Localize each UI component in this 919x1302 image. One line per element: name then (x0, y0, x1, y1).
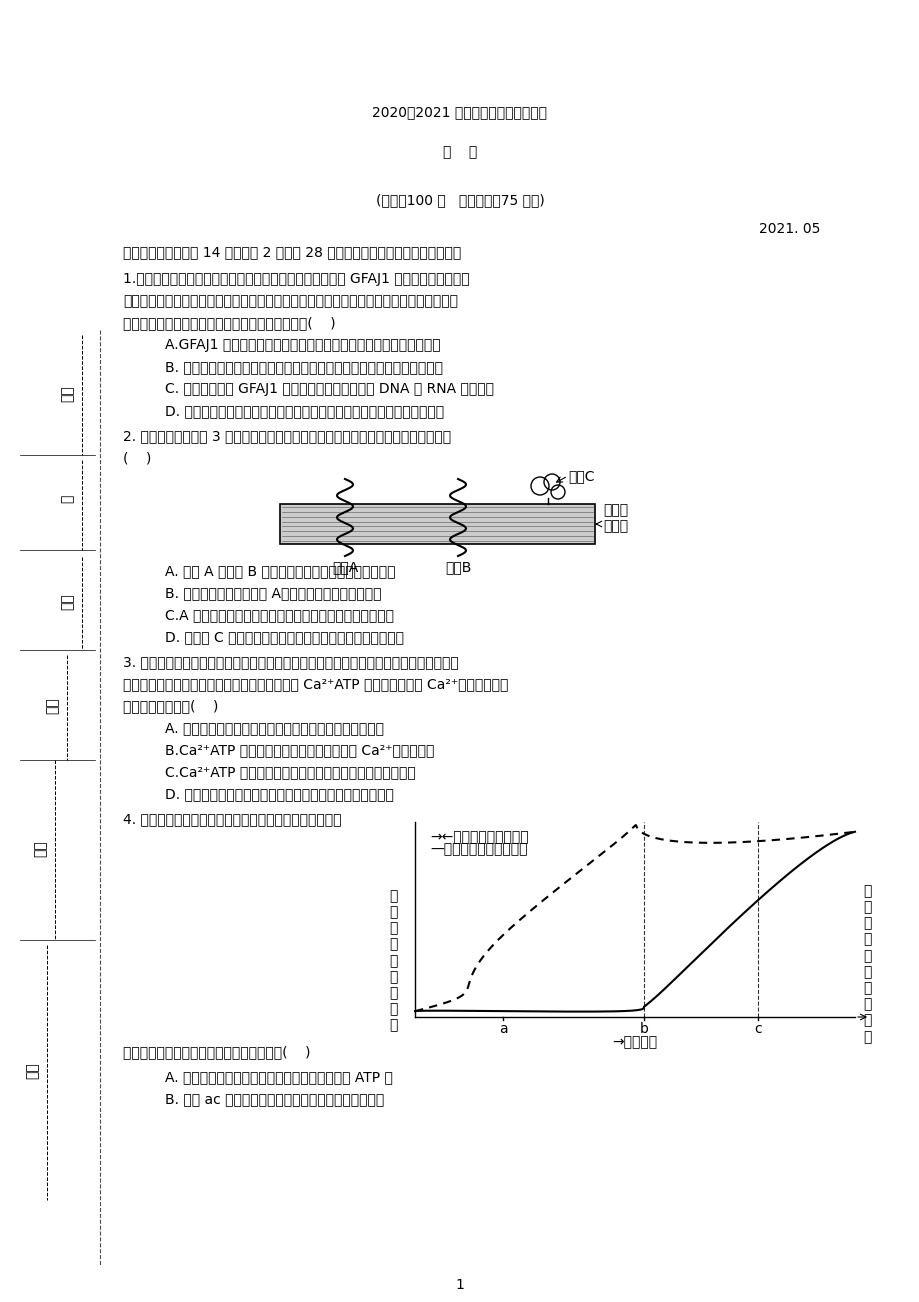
Text: 一、单项选择题：共 14 题，每题 2 分，共 28 分。每题只有一个选项最符合题意。: 一、单项选择题：共 14 题，每题 2 分，共 28 分。每题只有一个选项最符合… (123, 245, 460, 259)
Text: 姓名: 姓名 (60, 592, 74, 609)
Text: c: c (754, 1022, 761, 1036)
Text: C.A 蛋白在核糖体上合成，需要经过内质网、高尔基体加工: C.A 蛋白在核糖体上合成，需要经过内质网、高尔基体加工 (165, 608, 393, 622)
Text: —血液中乳酸含量相对值: —血液中乳酸含量相对值 (429, 842, 527, 855)
Text: 蛋白C: 蛋白C (567, 469, 594, 483)
Text: C.Ca²⁺ATP 酶在运输钙离子的过程中会发生空间结构的变化: C.Ca²⁺ATP 酶在运输钙离子的过程中会发生空间结构的变化 (165, 766, 415, 779)
Text: 氧
气
消
耗
速
率
相
对
值: 氧 气 消 耗 速 率 相 对 值 (389, 889, 397, 1032)
Text: 2. 下图表示细胞膜上 3 种膜蛋白与磷脂双分子层之间的位置关系。下列叙述正确的是: 2. 下图表示细胞膜上 3 种膜蛋白与磷脂双分子层之间的位置关系。下列叙述正确的… (123, 428, 450, 443)
Text: B.Ca²⁺ATP 酶以主动运输方式将细胞质中的 Ca²⁺运回肌浆网: B.Ca²⁺ATP 酶以主动运输方式将细胞质中的 Ca²⁺运回肌浆网 (165, 743, 434, 756)
Text: 蛋白B: 蛋白B (444, 560, 471, 574)
Text: B. 整个 ac 运动阶段，产生的二氧化碳全部来自线粒体: B. 整个 ac 运动阶段，产生的二氧化碳全部来自线粒体 (165, 1092, 384, 1105)
Text: 级: 级 (60, 495, 74, 504)
Text: 蛋白A: 蛋白A (332, 560, 357, 574)
Text: 4. 右图为研究人体运动强度与氧气消耗速率、血液中乳酸: 4. 右图为研究人体运动强度与氧气消耗速率、血液中乳酸 (123, 812, 341, 825)
Text: 生    物: 生 物 (442, 145, 477, 159)
Text: 1.科学家在加利福尼亚州东部的莫诺湖里发现了一种被称作 GFAJ1 的细菌，这种细菌能: 1.科学家在加利福尼亚州东部的莫诺湖里发现了一种被称作 GFAJ1 的细菌，这种… (123, 272, 469, 286)
Text: 2021. 05: 2021. 05 (758, 223, 819, 236)
Text: A. 有氧呼吸时，葡萄糖所释放的能量主要存储在 ATP 中: A. 有氧呼吸时，葡萄糖所释放的能量主要存储在 ATP 中 (165, 1070, 392, 1085)
Text: (    ): ( ) (123, 450, 152, 465)
Text: 血
液
中
乳
酸
含
量
相
对
值: 血 液 中 乳 酸 含 量 相 对 值 (862, 884, 870, 1044)
Text: 班级: 班级 (45, 697, 59, 713)
Text: A.GFAJ1 细菌中含量较多的六种元素可能是碳、氢、氧、氮、牀、硫: A.GFAJ1 细菌中含量较多的六种元素可能是碳、氢、氧、氮、牀、硫 (165, 339, 440, 352)
Text: 1: 1 (455, 1279, 464, 1292)
Text: D. 若蛋白 C 具有催化功能，高温可通过破坏肽键影响其活性: D. 若蛋白 C 具有催化功能，高温可通过破坏肽键影响其活性 (165, 630, 403, 644)
Text: a: a (498, 1022, 506, 1036)
Text: D. 该细菌的分泌蛋白在核糖体上合成后，需经过内质网和高尔基体的加工: D. 该细菌的分泌蛋白在核糖体上合成后，需经过内质网和高尔基体的加工 (165, 404, 444, 418)
Text: A. 钙离子通过钙离子通道进入细胞质的方式属于协助扩散: A. 钙离子通过钙离子通道进入细胞质的方式属于协助扩散 (165, 721, 383, 736)
Text: B. 用双缩脿试剂鉴定蛋白 A，需用水浴加热才能呈紫色: B. 用双缩脿试剂鉴定蛋白 A，需用水浴加热才能呈紫色 (165, 586, 381, 600)
Text: B. 牀对多数生物有毒，可能是因为牀能夠替代磷参与生化反应，导致混乱: B. 牀对多数生物有毒，可能是因为牀能夠替代磷参与生化反应，导致混乱 (165, 359, 443, 374)
Bar (279, 504, 595, 544)
Text: 2020～2021 学年高三年级模拟考试卷: 2020～2021 学年高三年级模拟考试卷 (372, 105, 547, 118)
Text: 子进入细胞质，引起肌肉收缩后，肌浆网膜上的 Ca²⁺ATP 酶将细胞质中的 Ca²⁺运回肌浆网。: 子进入细胞质，引起肌肉收缩后，肌浆网膜上的 Ca²⁺ATP 酶将细胞质中的 Ca… (123, 677, 508, 691)
Text: C. 牀元素存在于 GFAJ1 细菌细胞膜、核糖体以及 DNA 和 RNA 等物质中: C. 牀元素存在于 GFAJ1 细菌细胞膜、核糖体以及 DNA 和 RNA 等物… (165, 381, 494, 396)
Text: 含量的关系的研究结果，下列叙述正确的是(    ): 含量的关系的研究结果，下列叙述正确的是( ) (123, 1046, 311, 1059)
Text: 在磷下方，两者化学性质相似。下列叙述错误的是(    ): 在磷下方，两者化学性质相似。下列叙述错误的是( ) (123, 316, 335, 329)
Text: 学号: 学号 (60, 385, 74, 402)
Text: 区县: 区县 (25, 1062, 39, 1079)
Text: 3. 肌浆网是肌细胞的钙离子库，肌细胞膜兴奋引起肌浆网上钙离子通道打开，大量钙离子: 3. 肌浆网是肌细胞的钙离子库，肌细胞膜兴奋引起肌浆网上钙离子通道打开，大量钙离… (123, 655, 459, 669)
Text: 学校: 学校 (33, 840, 47, 857)
Text: (满分：100 分   考试时间：75 分钟): (满分：100 分 考试时间：75 分钟) (375, 193, 544, 207)
Text: →运动强度: →运动强度 (612, 1035, 657, 1049)
Text: D. 肌细胞中钙离子进出肌浆网的过程体现肌浆网膜的流动性: D. 肌细胞中钙离子进出肌浆网的过程体现肌浆网膜的流动性 (165, 786, 393, 801)
Text: 磷脂双
分子层: 磷脂双 分子层 (602, 503, 628, 533)
Text: →←氧气消耗速率相对值: →←氧气消耗速率相对值 (429, 829, 528, 844)
Text: 利用牀来代替磷元素构筑生命分子，进行一些关键的生化反应。已知在元素周期表中，牀排: 利用牀来代替磷元素构筑生命分子，进行一些关键的生化反应。已知在元素周期表中，牀排 (123, 294, 458, 309)
Text: A. 蛋白 A 和蛋白 B 的跨膜区段主要由亲水性氨基酸构成: A. 蛋白 A 和蛋白 B 的跨膜区段主要由亲水性氨基酸构成 (165, 564, 395, 578)
Text: 下列叙述错误的是(    ): 下列叙述错误的是( ) (123, 699, 218, 713)
Text: b: b (639, 1022, 648, 1036)
